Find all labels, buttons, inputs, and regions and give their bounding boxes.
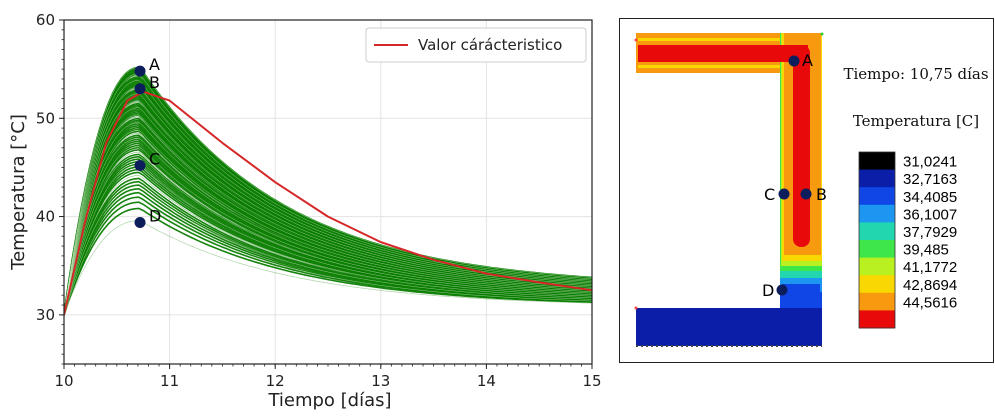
ensemble-curve-highlight xyxy=(64,107,592,315)
ensemble-curves xyxy=(64,66,592,316)
field-point-marker-d xyxy=(776,284,788,296)
y-tick-label: 30 xyxy=(36,306,55,324)
point-marker-c xyxy=(134,159,146,171)
point-marker-a xyxy=(134,65,146,77)
colorbar-level-label: 39,485 xyxy=(903,242,949,259)
axis-ticks: 10 11 12 13 14 15 30 40 50 60 xyxy=(36,11,602,390)
ensemble-curve-highlight xyxy=(64,146,592,315)
field-point-label-a: A xyxy=(802,51,813,70)
colorbar-swatch xyxy=(859,204,895,223)
field-point-marker-a xyxy=(788,55,800,67)
colorbar-level-label: 37,7929 xyxy=(903,224,957,241)
ensemble-curve-highlight xyxy=(64,114,592,315)
legend: Valor cárácteristico xyxy=(365,27,587,63)
colorbar-swatch xyxy=(859,257,895,276)
colorbar-level-label: 44,5616 xyxy=(903,294,957,311)
ensemble-curve-highlight xyxy=(64,199,592,315)
legend-box xyxy=(365,27,587,63)
colorbar-swatch xyxy=(859,292,895,311)
colorbar-frame xyxy=(858,151,896,329)
colorbar-swatch xyxy=(859,275,895,294)
point-label-b: B xyxy=(149,73,160,92)
ensemble-curve-highlight xyxy=(64,129,592,315)
monitor-points: AB C D xyxy=(134,55,161,228)
y-tick-label: 50 xyxy=(36,109,55,127)
colorbar-title: Temperatura [C] xyxy=(853,112,979,130)
y-tick-label: 40 xyxy=(36,208,55,226)
point-label-c: C xyxy=(149,149,160,168)
ensemble-curve-highlight xyxy=(64,185,592,315)
ensemble-curve xyxy=(64,177,592,316)
colorbar-swatch xyxy=(859,152,895,171)
field-point-marker-c xyxy=(778,188,790,200)
time-label: Tiempo: 10,75 días xyxy=(843,65,988,83)
ensemble-curve-highlight xyxy=(64,220,592,315)
y-axis-title: Temperatura [°C] xyxy=(8,114,29,271)
field-monitor-points: A B C D xyxy=(762,51,827,300)
ensemble-curve-highlight xyxy=(64,73,592,315)
point-label-d: D xyxy=(149,206,161,225)
colorbar-level-label: 34,4085 xyxy=(903,189,957,206)
x-tick-label: 10 xyxy=(54,372,73,390)
colorbar-level-label: 36,1007 xyxy=(903,206,957,223)
ensemble-curve-highlight xyxy=(64,86,592,315)
colorbar-level-label: 31,0241 xyxy=(903,154,957,171)
x-tick-label: 11 xyxy=(160,372,179,390)
colorbar-level-label: 32,7163 xyxy=(903,171,957,188)
y-tick-label: 60 xyxy=(36,11,55,29)
point-marker-d xyxy=(134,216,146,228)
point-label-a: A xyxy=(149,55,160,74)
legend-label: Valor cárácteristico xyxy=(418,36,562,54)
field-point-label-d: D xyxy=(762,281,774,300)
field-point-marker-b xyxy=(800,188,812,200)
x-axis-title: Tiempo [días] xyxy=(267,390,391,411)
series-line-characteristic xyxy=(64,90,592,316)
ensemble-curve-highlight xyxy=(64,155,592,315)
x-tick-label: 13 xyxy=(371,372,390,390)
ensemble-curve-highlight xyxy=(64,174,592,315)
ensemble-curve-highlight xyxy=(64,66,592,315)
colorbar-swatch xyxy=(859,222,895,241)
ensemble-curve xyxy=(64,153,592,316)
x-tick-label: 12 xyxy=(266,372,285,390)
ensemble-curve-highlight xyxy=(64,137,592,315)
ensemble-curve-highlight xyxy=(64,79,592,315)
colorbar-level-label: 42,8694 xyxy=(903,277,957,294)
temperature-field xyxy=(634,32,824,347)
field-point-label-b: B xyxy=(816,185,827,204)
point-marker-b xyxy=(134,83,146,95)
colorbar-swatch xyxy=(859,240,895,259)
x-tick-label: 14 xyxy=(477,372,496,390)
x-tick-label: 15 xyxy=(582,372,601,390)
colorbar: 31,024132,716334,408536,100737,792939,48… xyxy=(858,151,957,329)
colorbar-swatch xyxy=(859,187,895,206)
field-point-label-c: C xyxy=(764,185,775,204)
colorbar-level-label: 41,1772 xyxy=(903,259,957,276)
ensemble-curve-highlight xyxy=(64,164,592,315)
colorbar-swatch xyxy=(859,169,895,188)
characteristic-series xyxy=(64,90,592,316)
ensemble-curve-highlight xyxy=(64,122,592,315)
colorbar-swatch xyxy=(859,310,895,329)
